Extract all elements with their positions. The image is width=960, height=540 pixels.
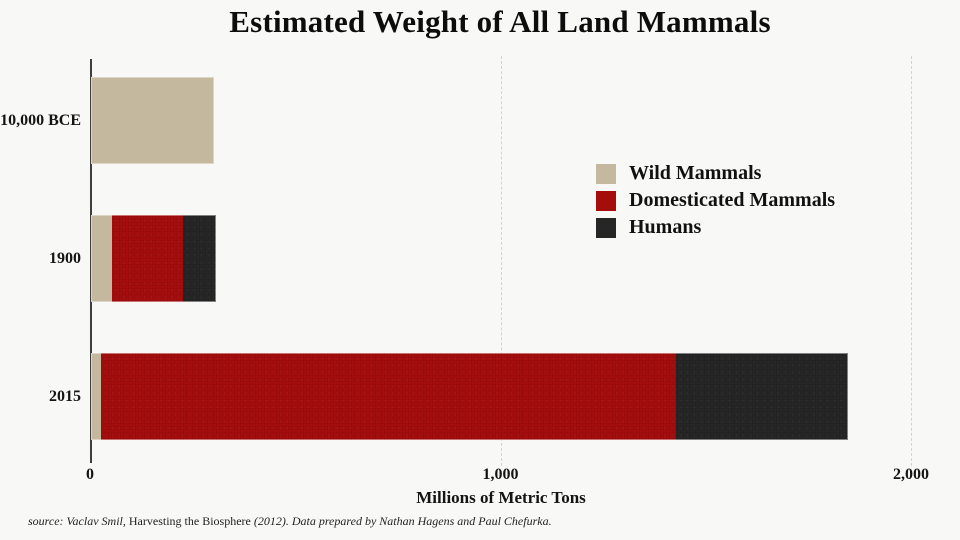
bar-segment-wild (91, 215, 112, 302)
legend-swatch-wild (596, 163, 616, 184)
legend-label-humans: Humans (629, 216, 702, 238)
source-book-title: Harvesting the Biosphere (128, 514, 251, 528)
gridline-2000 (911, 56, 912, 466)
bar-row-2015 (91, 353, 849, 440)
bar-segment-wild (91, 353, 102, 440)
legend: Wild Mammals Domesticated Mammals Humans (596, 160, 835, 241)
x-tick-label: 2,000 (893, 466, 929, 483)
bar-segment-humans (675, 353, 849, 440)
x-tick-label: 0 (86, 466, 94, 483)
legend-label-wild: Wild Mammals (629, 162, 762, 184)
legend-swatch-humans (596, 217, 616, 238)
bar-row-10-000-bce (91, 77, 215, 164)
legend-label-domesticated: Domesticated Mammals (629, 189, 836, 211)
chart-title: Estimated Weight of All Land Mammals (229, 4, 771, 39)
legend-swatch-domesticated (596, 190, 616, 211)
gridline-1000 (500, 56, 502, 466)
legend-item-domesticated: Domesticated Mammals (596, 187, 835, 214)
bar-segment-domesticated (111, 215, 184, 302)
y-axis-label: 2015 (49, 387, 81, 405)
bar-row-1900 (91, 215, 217, 302)
bar-segment-humans (183, 215, 217, 302)
source-note: source: Vaclav Smil, Harvesting the Bios… (28, 514, 552, 529)
source-suffix: (2012). Data prepared by Nathan Hagens a… (250, 514, 552, 528)
source-prefix: source: Vaclav Smil, (28, 514, 129, 528)
legend-item-humans: Humans (596, 214, 835, 241)
bar-segment-domesticated (101, 353, 676, 440)
legend-item-wild: Wild Mammals (596, 160, 835, 187)
x-axis-title: Millions of Metric Tons (416, 488, 586, 507)
bar-segment-wild (91, 77, 215, 164)
x-tick-label: 1,000 (482, 466, 519, 483)
y-axis-label: 10,000 BCE (0, 111, 81, 129)
y-axis-label: 1900 (49, 249, 81, 267)
